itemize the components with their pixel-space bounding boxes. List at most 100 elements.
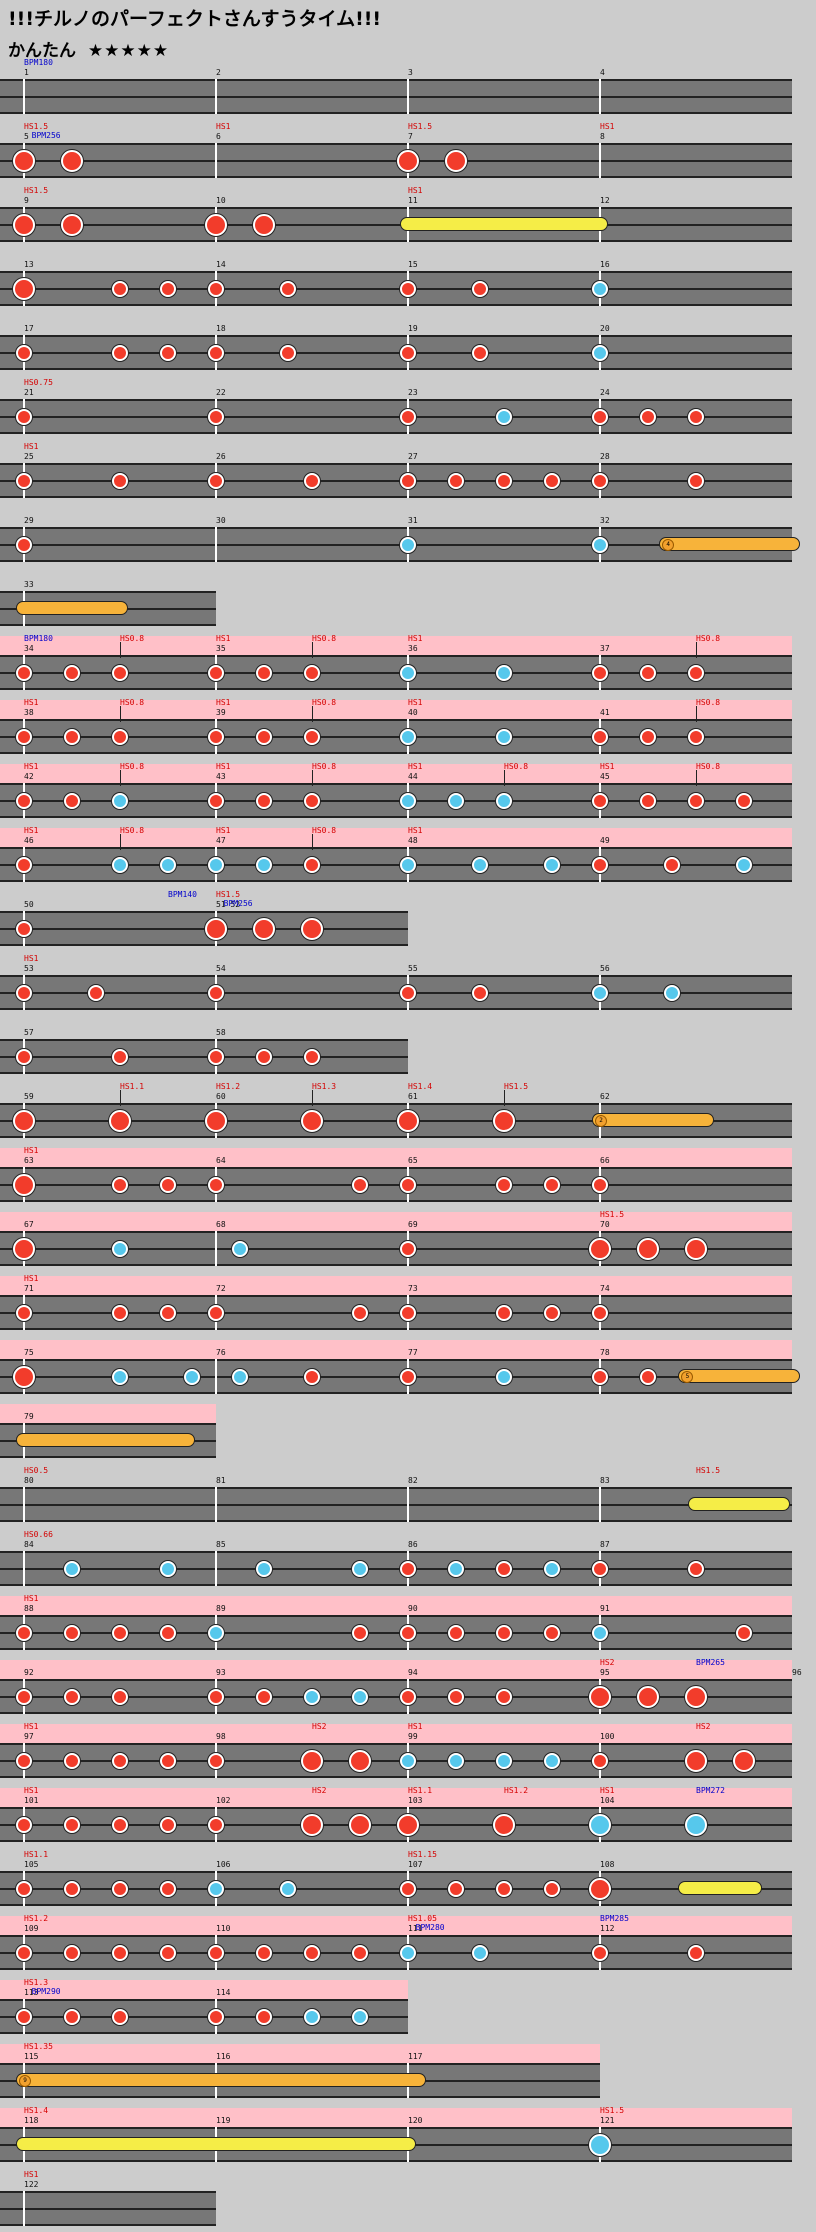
speed-change-marker	[312, 834, 313, 850]
don-note	[544, 1625, 560, 1641]
lane-center-line	[0, 800, 792, 802]
measure-number: 58	[216, 1028, 226, 1037]
don-note	[256, 729, 272, 745]
measure-number: 100	[600, 1732, 615, 1741]
don-note	[160, 1817, 176, 1833]
don-note	[16, 409, 32, 425]
bar-line	[23, 79, 25, 114]
don-note	[64, 1625, 80, 1641]
measure-number: 57	[24, 1028, 34, 1037]
don-note	[448, 1881, 464, 1897]
chart-row: 63 64 65 66 HS1	[0, 1146, 792, 1208]
speed-change-marker	[696, 706, 697, 722]
ka-note	[160, 1561, 176, 1577]
measure-number: 42	[24, 772, 34, 781]
don-note	[304, 1945, 320, 1961]
ka-note	[496, 409, 512, 425]
scroll-speed-label: HS1	[216, 634, 231, 643]
measure-number: 69	[408, 1220, 418, 1229]
measure-number: 99	[408, 1732, 418, 1741]
scroll-speed-label: HS0.8	[120, 762, 145, 771]
ka-note	[184, 1369, 200, 1385]
measure-number: 87	[600, 1540, 610, 1549]
don-note	[112, 1305, 128, 1321]
don-note	[304, 1049, 320, 1065]
measure-number: 25	[24, 452, 34, 461]
measure-number: 55	[408, 964, 418, 973]
scroll-speed-label: HS1	[216, 762, 231, 771]
measure-number: 75	[24, 1348, 34, 1357]
don-note	[208, 1049, 224, 1065]
lane-center-line	[0, 2016, 408, 2018]
ka-big-note	[589, 1814, 611, 1836]
measure-number: 46	[24, 836, 34, 845]
don-note	[160, 281, 176, 297]
don-note	[16, 1817, 32, 1833]
scroll-speed-label: HS2	[312, 1722, 327, 1731]
bar-line	[599, 1487, 601, 1522]
don-note	[640, 793, 656, 809]
bar-line	[23, 1551, 25, 1586]
don-note	[400, 409, 416, 425]
speed-change-marker	[696, 770, 697, 786]
chart-row: 115 116 117 HS1.35 9	[0, 2042, 600, 2104]
bpm-change-label: BPM180	[24, 58, 53, 67]
don-big-note	[349, 1750, 371, 1772]
don-note	[592, 857, 608, 873]
lane-center-line	[0, 1824, 792, 1826]
don-note	[16, 473, 32, 489]
don-big-note	[445, 150, 467, 172]
chart-row: 109 110 111 112 HS1.2 HS1.05 BPM280 BPM285	[0, 1914, 792, 1976]
lane-center-line	[0, 96, 792, 98]
measure-number: 31	[408, 516, 418, 525]
don-note	[160, 1753, 176, 1769]
don-note	[592, 409, 608, 425]
don-note	[208, 985, 224, 1001]
don-note	[256, 665, 272, 681]
don-note	[112, 1945, 128, 1961]
scroll-speed-label: HS1.5	[600, 2106, 625, 2115]
chart-row: 84 85 86 87 HS0.66	[0, 1530, 792, 1592]
don-note	[592, 473, 608, 489]
scroll-speed-label: HS1.1	[120, 1082, 145, 1091]
scroll-speed-label: HS0.66	[24, 1530, 53, 1539]
gogo-section	[0, 1148, 792, 1167]
don-note	[16, 1753, 32, 1769]
speed-change-marker	[312, 642, 313, 658]
bar-line	[599, 79, 601, 114]
measure-number: 39	[216, 708, 226, 717]
chart-row: 53 54 55 56 HS1	[0, 954, 792, 1016]
ka-big-note	[685, 1814, 707, 1836]
bar-line	[215, 79, 217, 114]
measure-number: 34	[24, 644, 34, 653]
scroll-speed-label: HS1.2	[24, 1914, 49, 1923]
balloon-note: 2	[592, 1113, 714, 1127]
don-big-note	[13, 1366, 35, 1388]
chart-row: 92 93 94 95 96 HS2 BPM265	[0, 1658, 802, 1720]
don-note	[304, 1369, 320, 1385]
don-note	[16, 1305, 32, 1321]
scroll-speed-label: HS0.75	[24, 378, 53, 387]
don-big-note	[685, 1238, 707, 1260]
gogo-section	[0, 1276, 792, 1295]
bpm-change-label: BPM272	[696, 1786, 725, 1795]
scroll-speed-label: HS1	[24, 442, 39, 451]
don-note	[304, 665, 320, 681]
chart-row: 71 72 73 74 HS1	[0, 1274, 792, 1336]
measure-number: 49	[600, 836, 610, 845]
scroll-speed-label: HS1	[24, 1786, 39, 1795]
measure-number: 26	[216, 452, 226, 461]
measure-number: 9	[24, 196, 29, 205]
measure-number: 32	[600, 516, 610, 525]
measure-number: 20	[600, 324, 610, 333]
don-note	[688, 729, 704, 745]
don-note	[472, 345, 488, 361]
chart-row: 67 68 69 70 HS1.5	[0, 1210, 792, 1272]
chart-row: 113 114 HS1.3 BPM290	[0, 1978, 408, 2040]
measure-number: 120	[408, 2116, 423, 2125]
measure-number: 44	[408, 772, 418, 781]
don-note	[64, 2009, 80, 2025]
lane-center-line	[0, 160, 792, 162]
don-note	[112, 1881, 128, 1897]
don-note	[736, 1625, 752, 1641]
